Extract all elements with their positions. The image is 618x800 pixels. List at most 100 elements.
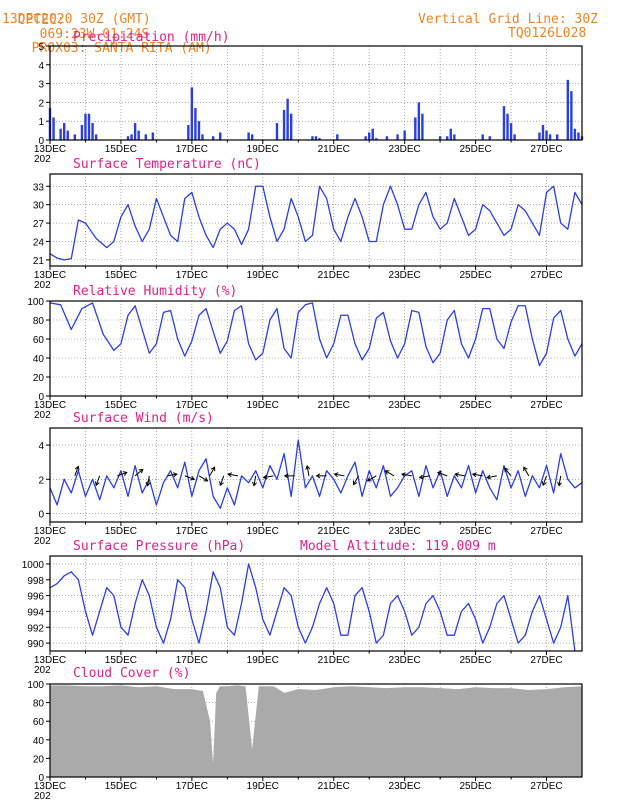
precip-bar (513, 134, 516, 140)
precip-bar (289, 113, 293, 140)
x-tick-label: 27DEC (530, 526, 562, 537)
precip-bar (449, 128, 452, 140)
precip-bar (130, 134, 133, 140)
header-grid-note: Vertical Grid Line: 30Z (418, 12, 599, 27)
precip-bar (201, 134, 204, 140)
y-tick-label: 2 (38, 475, 44, 486)
wind-arrow-head (172, 472, 178, 478)
wind-arrow-head (219, 481, 224, 487)
precip-bar (137, 130, 140, 140)
precip-bar (548, 134, 552, 140)
x-tick-label: 15DEC (105, 655, 137, 666)
wind-arrow-shaft (74, 466, 79, 477)
x-tick-label: 15DEC (105, 526, 137, 537)
wind-arrow-head (418, 474, 424, 480)
wind-arrow-shaft (385, 470, 395, 477)
x-tick-label: 17DEC (176, 655, 208, 666)
wind-arrow-shaft (367, 475, 377, 482)
panel-3 (46, 300, 583, 400)
y-tick-label: 40 (33, 736, 45, 747)
x-tick-label: 15DEC (105, 270, 137, 281)
wind-arrow-head (283, 473, 289, 479)
wind-arrow-head (366, 477, 372, 482)
precip-bar (84, 113, 87, 140)
wind-arrow-shaft (198, 475, 208, 482)
y-tick-label: 0 (38, 509, 44, 520)
panel-frame (49, 427, 583, 523)
wind-arrow-shaft (419, 475, 430, 479)
wind-arrow-shaft (523, 466, 530, 477)
y-tick-label: 100 (27, 680, 44, 691)
series-line (49, 185, 583, 261)
wind-arrow-head (190, 475, 196, 481)
x-tick-label: 23DEC (389, 655, 421, 666)
precip-bar (59, 128, 62, 140)
year-fragment: 202 (34, 665, 51, 676)
precip-bar (570, 91, 573, 140)
wind-arrow-shaft (472, 473, 483, 477)
panel-title: Surface Pressure (hPa) (73, 539, 245, 554)
precip-bar (219, 132, 222, 140)
y-tick-label: 20 (33, 373, 45, 384)
x-tick-label: 25DEC (459, 270, 491, 281)
wind-arrow-head (210, 466, 216, 472)
x-tick-label: 21DEC (318, 526, 350, 537)
wind-arrow-head (557, 481, 562, 487)
x-tick-label: 13DEC (34, 655, 66, 666)
x-tick-label: 23DEC (389, 781, 421, 792)
panel-title: Cloud Cover (%) (73, 666, 190, 681)
precip-bar (62, 123, 66, 140)
y-tick-label: 0 (38, 392, 44, 403)
x-tick-label: 17DEC (176, 270, 208, 281)
y-tick-label: 0 (38, 136, 44, 147)
panel-frame (49, 300, 583, 397)
precip-bar (66, 130, 69, 140)
precip-bar (545, 130, 548, 140)
precip-bar (368, 132, 371, 140)
x-tick-label: 13DEC (34, 144, 66, 155)
x-tick-label: 27DEC (530, 655, 562, 666)
x-tick-label: 13DEC (34, 400, 66, 411)
x-tick-label: 19DEC (247, 144, 279, 155)
precip-bar (446, 136, 449, 140)
panel-frame (49, 555, 583, 652)
y-tick-label: 21 (33, 256, 45, 267)
precip-bar (250, 134, 254, 140)
x-tick-label: 25DEC (459, 781, 491, 792)
precip-bar (577, 132, 580, 140)
y-tick-label: 996 (27, 592, 44, 603)
precip-bar (314, 136, 318, 140)
wind-arrow-shaft (219, 475, 225, 486)
wind-arrow-shaft (184, 475, 195, 480)
precip-bar (247, 132, 250, 140)
x-tick-label: 17DEC (176, 526, 208, 537)
wind-arrow-head (471, 472, 477, 478)
wind-arrow-head (400, 472, 406, 478)
precip-bar (488, 136, 491, 140)
precip-bar (438, 136, 442, 140)
x-tick-label: 23DEC (389, 270, 421, 281)
wind-arrow-head (315, 473, 321, 479)
x-tick-label: 23DEC (389, 526, 421, 537)
wind-arrow-shaft (228, 473, 239, 477)
x-tick-label: 15DEC (105, 400, 137, 411)
x-tick-label: 17DEC (176, 781, 208, 792)
y-tick-label: 30 (33, 201, 45, 212)
y-tick-label: 3 (38, 80, 44, 91)
panel-1 (46, 45, 584, 144)
precip-bar (371, 128, 374, 140)
precip-bar (87, 113, 91, 140)
precip-bar (197, 121, 201, 140)
x-tick-label: 19DEC (247, 526, 279, 537)
x-tick-label: 27DEC (530, 144, 562, 155)
wind-arrow-head (333, 472, 339, 478)
x-tick-label: 17DEC (176, 400, 208, 411)
x-tick-label: 21DEC (318, 400, 350, 411)
year-fragment: 202 (34, 154, 51, 165)
series-line (49, 439, 583, 509)
precip-bar (311, 136, 314, 140)
header-coords: 069:23W-01:24S (39, 27, 150, 42)
precip-bar (275, 123, 279, 140)
wind-arrow-shaft (147, 475, 150, 486)
x-tick-label: 21DEC (318, 781, 350, 792)
